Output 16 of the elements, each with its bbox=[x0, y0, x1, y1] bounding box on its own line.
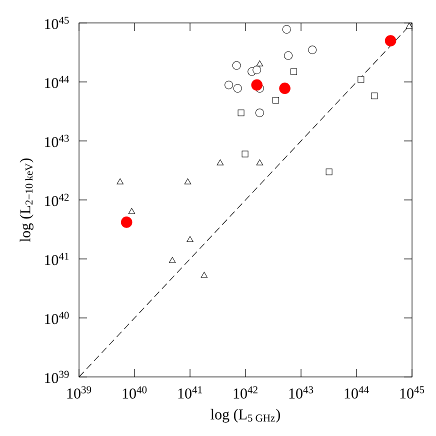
x-tick-label: 10$^{41}$ bbox=[178, 386, 202, 399]
y-axis-title: log (L$_{2−10 keV}$) bbox=[20, 158, 34, 242]
x-tick-label: 10$^{42}$ bbox=[234, 386, 258, 399]
x-axis-title: log (L$_{5 GHz}$) bbox=[210, 408, 280, 423]
y-tick-label: 10$^{43}$ bbox=[45, 134, 69, 148]
x-tick-label: 10$^{43}$ bbox=[289, 386, 314, 399]
y-tick-label: 10$^{45}$ bbox=[45, 16, 69, 30]
y-tick-label: 10$^{39}$ bbox=[45, 370, 69, 384]
x-tick-label: 10$^{44}$ bbox=[344, 386, 369, 399]
y-tick-label: 10$^{41}$ bbox=[45, 252, 69, 266]
x-tick-label: 10$^{45}$ bbox=[400, 386, 424, 399]
x-tick-label: 10$^{40}$ bbox=[122, 386, 147, 399]
y-tick-label: 10$^{42}$ bbox=[45, 194, 69, 206]
y-tick-label: 10$^{44}$ bbox=[45, 76, 70, 88]
y-tick-label: 10$^{40}$ bbox=[45, 312, 69, 324]
x-tick-label: 10$^{39}$ bbox=[67, 386, 92, 399]
